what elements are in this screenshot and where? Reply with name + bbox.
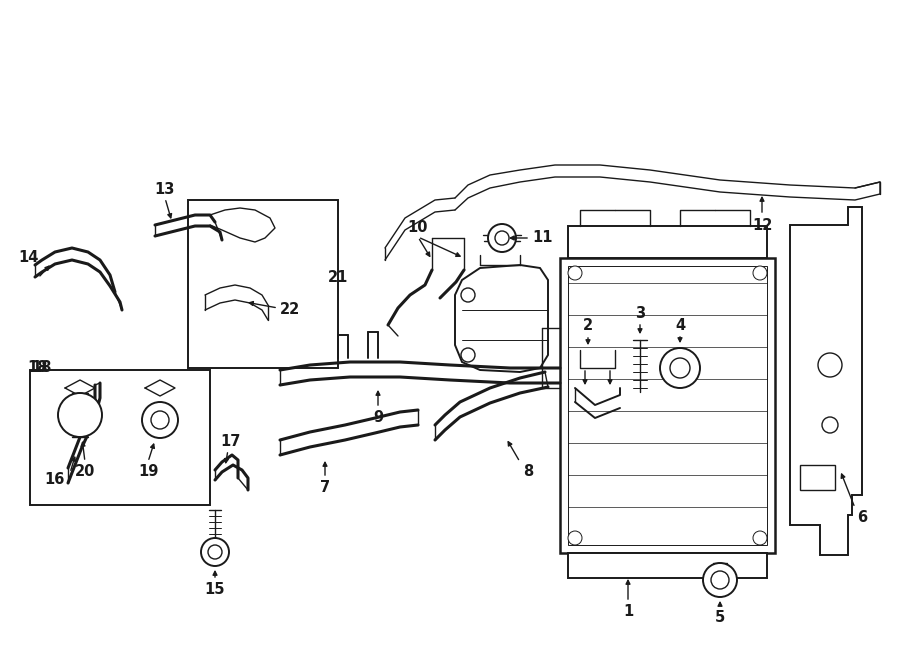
Circle shape [488,224,516,252]
Bar [568,553,767,578]
Bar [568,266,767,545]
Text: 4: 4 [675,319,685,334]
Text: 12: 12 [752,217,772,233]
Text: 14: 14 [18,251,38,266]
Circle shape [58,393,102,437]
Text: 8: 8 [523,465,533,479]
Text: 11: 11 [533,231,554,245]
Text: 2: 2 [583,319,593,334]
Text: 16: 16 [45,473,65,488]
Circle shape [753,266,767,280]
Bar [800,465,835,490]
Text: 19: 19 [138,465,158,479]
Circle shape [568,266,582,280]
Text: 7: 7 [320,481,330,496]
Text: 5: 5 [715,609,725,625]
Text: 10: 10 [408,221,428,235]
Bar [560,258,775,553]
Text: 18: 18 [32,360,52,375]
Circle shape [818,353,842,377]
Circle shape [711,571,729,589]
Circle shape [660,348,700,388]
Text: 17: 17 [220,434,240,449]
Text: 6: 6 [857,510,867,525]
Circle shape [753,531,767,545]
Circle shape [670,358,690,378]
Text: 13: 13 [155,182,176,198]
Text: 1: 1 [623,605,633,619]
Circle shape [495,231,509,245]
Circle shape [568,531,582,545]
Bar [568,226,767,258]
Text: 22: 22 [280,303,300,317]
Circle shape [151,411,169,429]
Circle shape [822,417,838,433]
Circle shape [142,402,178,438]
Circle shape [208,545,222,559]
Polygon shape [790,207,862,555]
Text: 21: 21 [328,270,348,286]
Bar [188,200,338,368]
Circle shape [461,288,475,302]
Text: 20: 20 [75,465,95,479]
Polygon shape [455,265,548,372]
Circle shape [461,348,475,362]
Circle shape [201,538,229,566]
Text: 3: 3 [634,307,645,321]
Circle shape [703,563,737,597]
Text: 18: 18 [28,360,49,375]
Bar [30,370,210,505]
Text: 15: 15 [205,582,225,598]
Text: 9: 9 [373,410,383,426]
